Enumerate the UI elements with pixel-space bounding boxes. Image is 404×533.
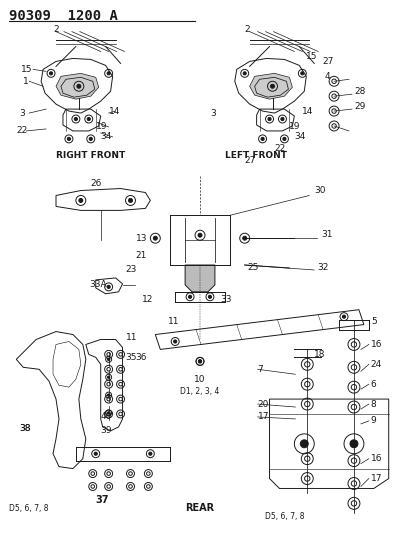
Text: 11: 11 (168, 317, 180, 326)
Circle shape (350, 440, 358, 448)
Circle shape (300, 440, 308, 448)
Text: 27: 27 (245, 156, 256, 165)
Circle shape (89, 138, 93, 141)
Text: RIGHT FRONT: RIGHT FRONT (56, 151, 125, 160)
Text: 17: 17 (258, 413, 269, 422)
Text: REAR: REAR (185, 503, 215, 513)
Circle shape (198, 360, 202, 363)
Text: 33A: 33A (89, 280, 106, 289)
Text: 1: 1 (23, 77, 29, 86)
Text: 2: 2 (245, 25, 250, 34)
Circle shape (343, 315, 345, 318)
Text: 8: 8 (371, 400, 377, 409)
Text: 15: 15 (306, 52, 318, 61)
Circle shape (198, 233, 202, 237)
Text: 13: 13 (135, 233, 147, 243)
Text: 6: 6 (371, 379, 377, 389)
Circle shape (107, 72, 110, 75)
Text: 21: 21 (135, 251, 147, 260)
Circle shape (243, 236, 247, 240)
Circle shape (198, 360, 202, 363)
Circle shape (154, 236, 157, 240)
Circle shape (67, 138, 71, 141)
Text: 14: 14 (109, 107, 120, 116)
Circle shape (268, 117, 271, 120)
Circle shape (79, 198, 83, 203)
Circle shape (189, 295, 191, 298)
Text: 38: 38 (19, 424, 31, 433)
Text: LEFT FRONT: LEFT FRONT (225, 151, 287, 160)
Text: 40: 40 (101, 413, 112, 422)
Circle shape (94, 452, 97, 455)
Circle shape (107, 394, 110, 397)
Text: 24: 24 (371, 360, 382, 369)
Circle shape (107, 285, 110, 288)
Text: 3: 3 (210, 109, 216, 118)
Text: 36: 36 (135, 353, 147, 362)
Circle shape (243, 72, 246, 75)
Text: 22: 22 (16, 126, 27, 135)
Text: 14: 14 (302, 107, 314, 116)
Text: 31: 31 (321, 230, 332, 239)
Text: 90309  1200 A: 90309 1200 A (9, 9, 118, 23)
Circle shape (174, 340, 177, 343)
Text: 15: 15 (21, 65, 33, 74)
Text: 34: 34 (101, 132, 112, 141)
Text: 7: 7 (258, 365, 263, 374)
Circle shape (87, 117, 90, 120)
Circle shape (281, 117, 284, 120)
Circle shape (283, 138, 286, 141)
Text: 39: 39 (101, 426, 112, 435)
Text: 30: 30 (314, 186, 326, 195)
Text: 11: 11 (126, 333, 137, 342)
Text: 33: 33 (220, 295, 231, 304)
Circle shape (49, 72, 53, 75)
Text: D5, 6, 7, 8: D5, 6, 7, 8 (265, 512, 304, 521)
Text: 16: 16 (371, 340, 382, 349)
Circle shape (149, 452, 152, 455)
Text: 22: 22 (274, 144, 286, 154)
Text: 37: 37 (96, 495, 109, 505)
Circle shape (208, 295, 212, 298)
Text: 27: 27 (322, 57, 334, 66)
Text: 5: 5 (371, 317, 377, 326)
Text: 18: 18 (314, 350, 326, 359)
Text: D1, 2, 3, 4: D1, 2, 3, 4 (180, 386, 220, 395)
Polygon shape (185, 265, 215, 292)
Polygon shape (56, 74, 99, 99)
Text: 35: 35 (126, 353, 137, 362)
Text: 2: 2 (53, 25, 59, 34)
Text: 3: 3 (19, 109, 25, 118)
Circle shape (107, 358, 110, 360)
Text: 9: 9 (371, 416, 377, 425)
Text: 19: 19 (289, 123, 301, 132)
Text: 34: 34 (295, 132, 306, 141)
Circle shape (271, 84, 274, 88)
Text: 12: 12 (143, 295, 154, 304)
Circle shape (261, 138, 264, 141)
Text: 17: 17 (371, 474, 382, 483)
Text: 29: 29 (354, 102, 365, 111)
Circle shape (77, 84, 81, 88)
Text: 26: 26 (91, 179, 102, 188)
Text: 16: 16 (371, 454, 382, 463)
Text: 38: 38 (19, 424, 31, 433)
Text: 19: 19 (96, 123, 107, 132)
Text: 23: 23 (126, 265, 137, 274)
Text: 4: 4 (324, 72, 330, 81)
Text: D5, 6, 7, 8: D5, 6, 7, 8 (9, 504, 49, 513)
Circle shape (74, 117, 78, 120)
Text: 32: 32 (317, 263, 328, 272)
Text: 20: 20 (258, 400, 269, 409)
Circle shape (301, 72, 304, 75)
Polygon shape (250, 74, 292, 99)
Circle shape (107, 376, 110, 378)
Text: 10: 10 (194, 375, 206, 384)
Text: 25: 25 (248, 263, 259, 272)
Text: 28: 28 (354, 87, 365, 96)
Circle shape (128, 198, 133, 203)
Circle shape (107, 412, 110, 414)
